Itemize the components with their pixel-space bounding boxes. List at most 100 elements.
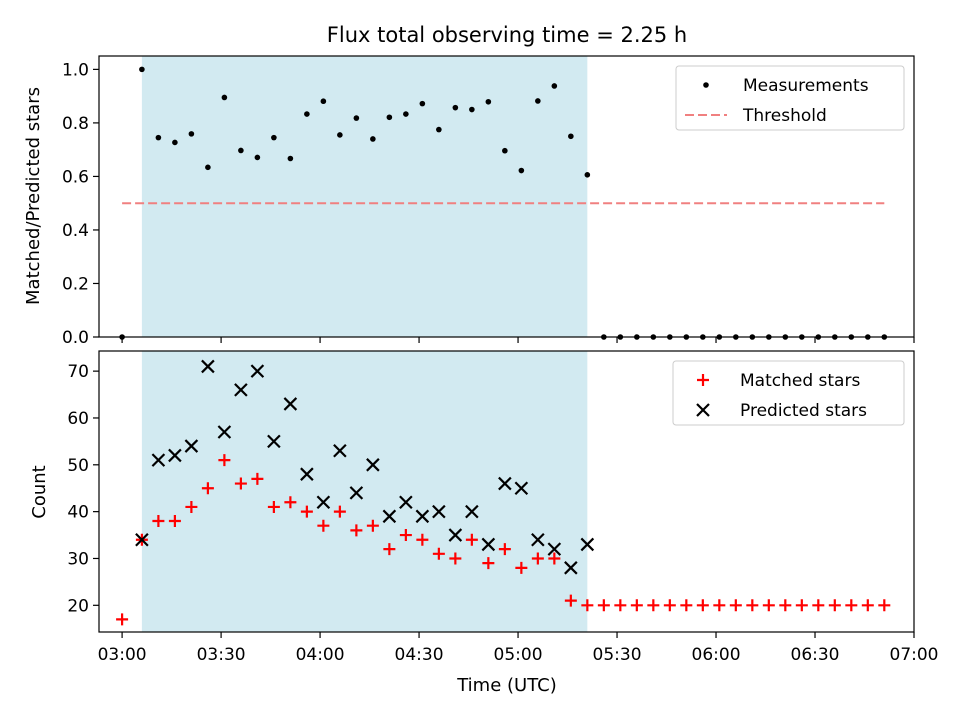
matched-star-point (581, 599, 594, 612)
matched-star-point (234, 477, 247, 490)
x-tick-label: 03:00 (98, 645, 147, 665)
predicted-star-point (366, 458, 380, 472)
measurement-point (188, 131, 195, 137)
measurement-point (238, 147, 244, 154)
matched-star-point (416, 533, 429, 546)
measurement-point (337, 132, 343, 138)
matched-star-point (845, 599, 858, 612)
measurement-point (304, 111, 310, 117)
y-tick-label: 0.8 (62, 114, 89, 134)
x-tick-label: 05:30 (593, 645, 642, 665)
measurement-point (139, 66, 145, 73)
measurement-point (403, 111, 409, 117)
matched-star-point (366, 519, 379, 532)
matched-star-point (663, 599, 676, 612)
axes-frame-1 (98, 350, 915, 633)
y-tick-label: 70 (67, 362, 89, 382)
measurement-point (568, 133, 574, 140)
measurement-point (551, 83, 558, 89)
measurement-point (221, 94, 228, 101)
predicted-star-point (135, 532, 149, 547)
measurement-point (469, 106, 475, 113)
matched-star-point (300, 505, 313, 518)
measurement-point (205, 164, 211, 171)
matched-star-point (548, 552, 561, 565)
y-tick-label: 0.2 (62, 274, 89, 294)
y-tick-label: 1.0 (62, 60, 89, 80)
matched-star-point (267, 500, 280, 513)
predicted-star-point (151, 453, 166, 467)
predicted-star-point (316, 495, 331, 510)
matched-star-point (746, 599, 759, 612)
measurement-point (584, 172, 591, 178)
predicted-star-point (415, 509, 430, 524)
predicted-star-point (168, 448, 182, 463)
measurement-point (535, 98, 541, 104)
matched-star-point (201, 482, 214, 495)
x-axis-label: Time (UTC) (456, 675, 557, 696)
y-tick-label: 0.4 (62, 221, 89, 241)
matched-star-point (878, 599, 891, 612)
predicted-star-point (564, 561, 578, 575)
predicted-star-point (217, 425, 232, 439)
matched-star-point (861, 599, 874, 612)
matched-star-point (482, 557, 495, 570)
matched-star-point (399, 529, 412, 542)
matched-star-point (647, 599, 660, 612)
matched-star-point (696, 599, 709, 612)
predicted-star-point (250, 364, 265, 378)
predicted-star-point (333, 443, 347, 458)
matched-star-point (762, 599, 775, 612)
predicted-star-point (349, 486, 364, 500)
measurement-point (370, 136, 376, 142)
matched-star-point (350, 524, 363, 537)
y-tick-label: 0.6 (62, 167, 89, 187)
measurement-point (419, 100, 426, 107)
y-tick-label: 20 (67, 596, 89, 616)
measurement-point (436, 126, 442, 133)
matched-star-point (680, 599, 693, 612)
measurement-point (386, 114, 393, 121)
measurement-point (287, 155, 294, 162)
legend-label: Threshold (742, 106, 827, 126)
axes-frame-0 (98, 55, 915, 338)
matched-star-point (597, 599, 610, 612)
matched-star-point (779, 599, 792, 612)
matched-star-point (116, 613, 129, 626)
x-tick-label: 03:30 (197, 645, 246, 665)
matched-star-point (218, 454, 231, 467)
predicted-star-point (448, 528, 463, 542)
y-tick-label: 0.0 (62, 328, 89, 348)
predicted-star-point (432, 504, 446, 519)
matched-star-point (614, 599, 627, 612)
x-tick-label: 07:00 (890, 645, 939, 665)
y-tick-label: 30 (67, 549, 89, 569)
measurement-point (452, 104, 459, 111)
matched-star-point (251, 472, 264, 485)
matched-star-point (812, 599, 825, 612)
matched-star-point (630, 599, 643, 612)
matched-star-point (531, 552, 544, 565)
legend-box (672, 360, 905, 426)
predicted-star-point (481, 537, 496, 552)
legend-label: Matched stars (740, 371, 860, 391)
observing-window-shade-1 (141, 351, 588, 632)
matched-star-point (333, 505, 346, 518)
measurement-point (254, 154, 261, 161)
matched-star-point (185, 500, 198, 513)
measurement-point (172, 139, 178, 146)
predicted-star-point (201, 359, 215, 374)
matched-star-point (284, 496, 297, 509)
predicted-star-point (184, 439, 199, 453)
x-tick-label: 05:00 (494, 645, 543, 665)
top-y-axis-label: Matched/Predicted stars (23, 87, 44, 305)
observing-window-shade-0 (141, 56, 588, 337)
legend-marker-matched (697, 374, 709, 386)
measurement-point (518, 167, 525, 174)
legend-label: Measurements (743, 76, 869, 96)
legend-1: Matched stars Predicted stars (672, 360, 905, 426)
y-tick-label: 50 (67, 456, 89, 476)
legend-0: Measurements Threshold (675, 65, 905, 131)
measurement-point (271, 134, 277, 141)
